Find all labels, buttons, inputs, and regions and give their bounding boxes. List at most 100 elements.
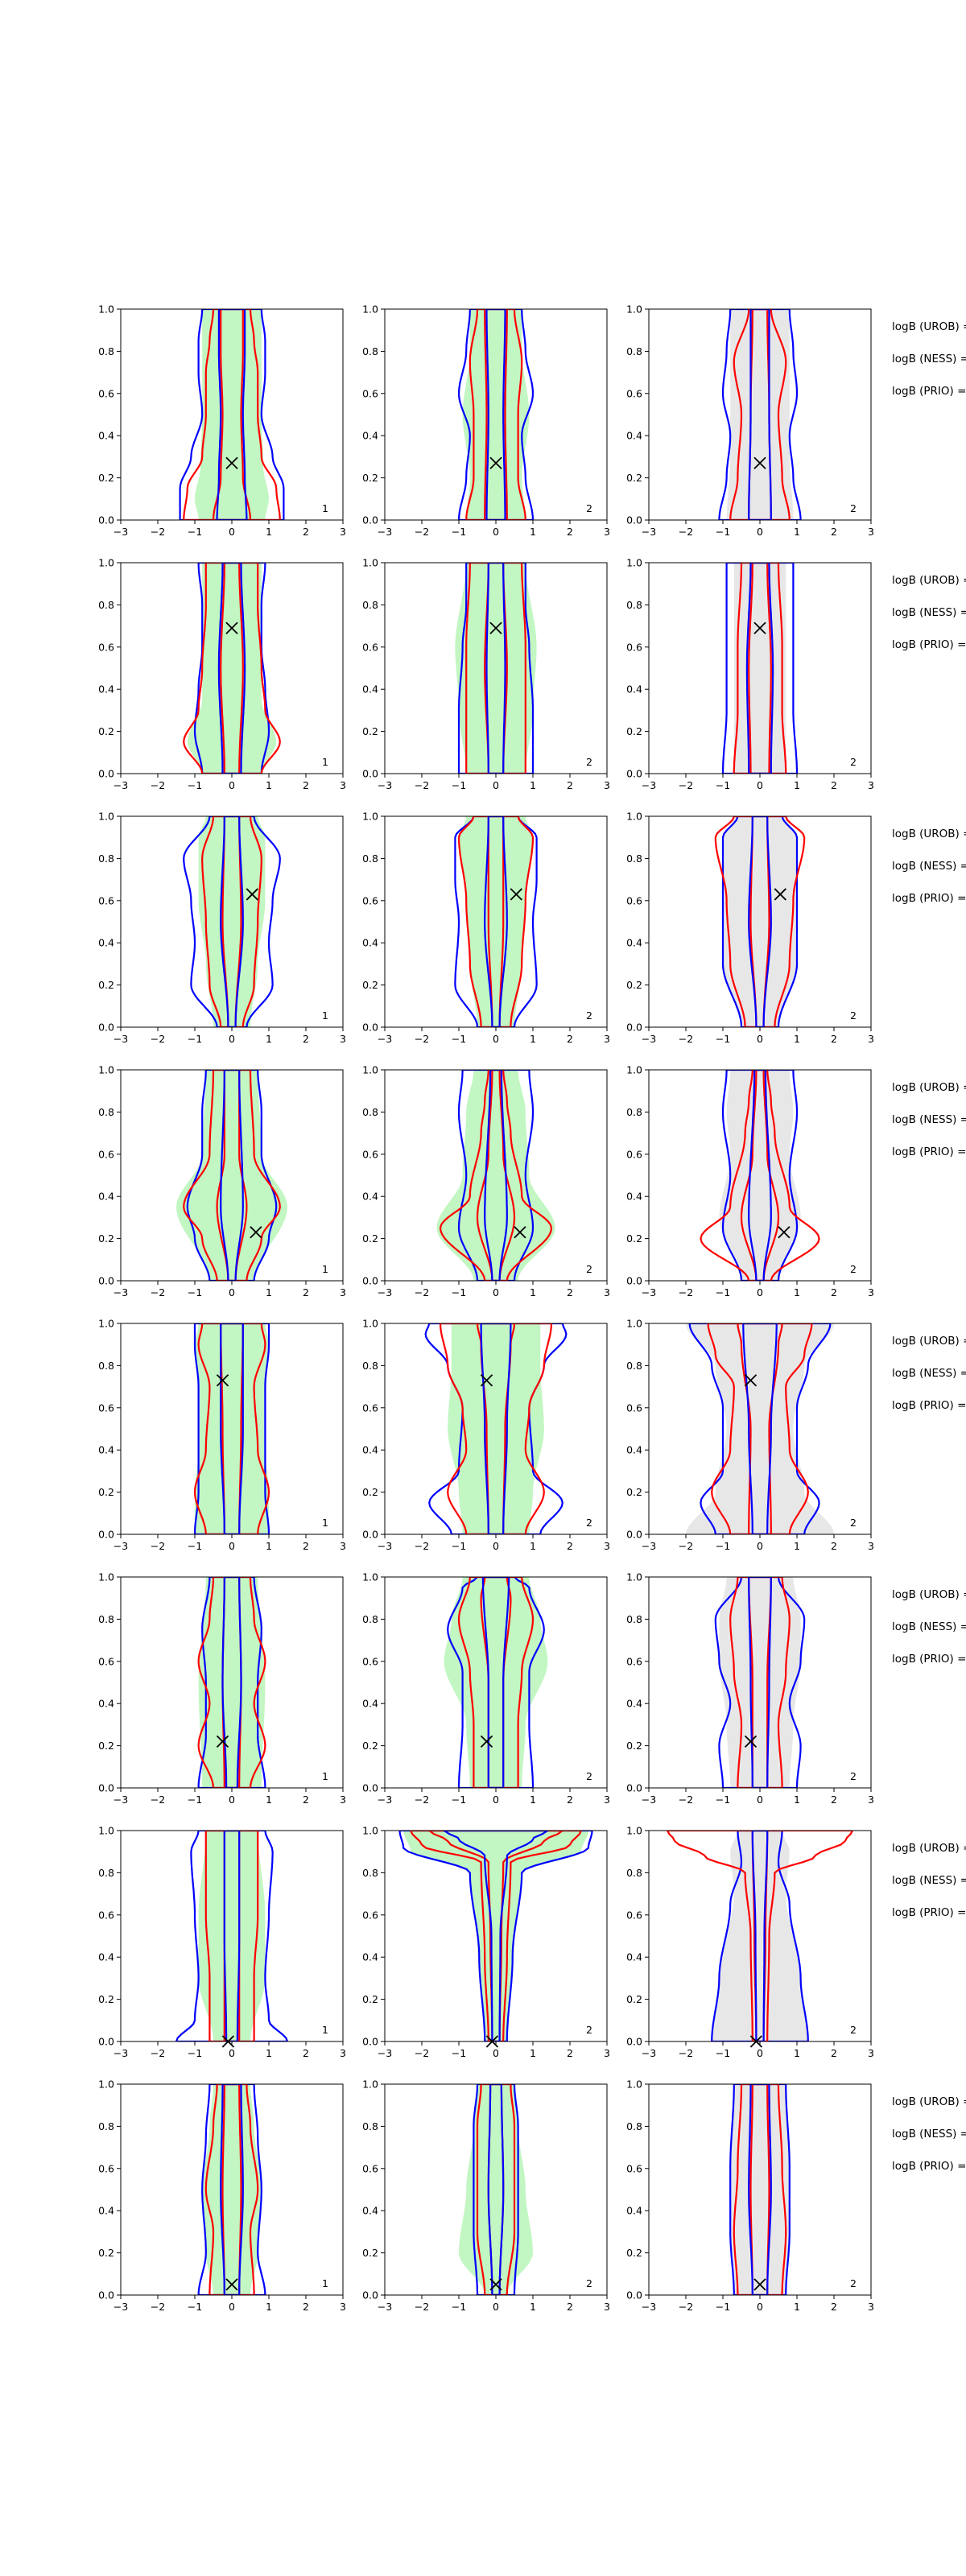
y-tick-label: 0.2 bbox=[626, 725, 642, 737]
y-tick-label: 0.4 bbox=[98, 1698, 114, 1710]
density-fill bbox=[198, 1831, 266, 2041]
x-tick-label: 2 bbox=[831, 1794, 837, 1806]
outer-red-contour bbox=[197, 1577, 266, 1788]
y-tick-label: 0.6 bbox=[362, 894, 378, 906]
x-tick-label: 1 bbox=[266, 1033, 272, 1045]
panel-r5-c2: −3 −2 −1 0 1 2 30.00.20.40.60.81.02 bbox=[362, 1318, 610, 1553]
x-tick-label: 0 bbox=[757, 1540, 763, 1552]
x-tick-label: −3 bbox=[378, 1794, 392, 1806]
panel-r1-c2: −3 −2 −1 0 1 2 30.00.20.40.60.81.02 bbox=[362, 303, 610, 539]
x-tick-label: 0 bbox=[757, 2301, 763, 2313]
x-tick-label: −2 bbox=[151, 2301, 165, 2313]
x-tick-label: −1 bbox=[716, 1540, 730, 1552]
density-fill bbox=[202, 2084, 262, 2295]
density-fill bbox=[198, 1577, 266, 1788]
x-tick-label: −1 bbox=[188, 2301, 202, 2313]
x-tick-label: 2 bbox=[303, 526, 309, 538]
x-tick-label: 1 bbox=[530, 1794, 536, 1806]
y-tick-label: 0.0 bbox=[98, 514, 114, 526]
outer-blue-contour bbox=[457, 1070, 535, 1281]
x-tick-label: 1 bbox=[266, 2301, 272, 2313]
truth-marker bbox=[753, 2278, 766, 2291]
x-tick-label: 3 bbox=[868, 1540, 874, 1552]
y-tick-label: 0.2 bbox=[362, 472, 378, 484]
density-fill bbox=[459, 816, 533, 1027]
x-tick-label: −3 bbox=[114, 526, 128, 538]
x-tick-label: 0 bbox=[757, 1286, 763, 1298]
x-tick-label: −2 bbox=[415, 1794, 429, 1806]
x-tick-label: 3 bbox=[340, 1286, 346, 1298]
x-tick-label: −3 bbox=[114, 1794, 128, 1806]
logb-annotation: logB (NESS) = bbox=[892, 606, 966, 619]
outer-red-contour bbox=[439, 1323, 553, 1534]
x-tick-label: −2 bbox=[679, 2301, 693, 2313]
panel-r1-c3: −3 −2 −1 0 1 2 30.00.20.40.60.81.02 bbox=[626, 303, 874, 539]
panel-r7-c3: −3 −2 −1 0 1 2 30.00.20.40.60.81.02 bbox=[626, 1825, 874, 2060]
x-tick-label: −3 bbox=[642, 1540, 656, 1552]
outer-red-contour bbox=[409, 1831, 583, 2041]
outer-red-contour bbox=[204, 1831, 259, 2041]
y-tick-label: 0.0 bbox=[626, 2036, 642, 2048]
x-tick-label: −2 bbox=[415, 1033, 429, 1045]
inner-red-contour bbox=[221, 2084, 242, 2295]
logb-annotation: logB (UROB) = bbox=[892, 2095, 966, 2108]
panel-r8-c2: −3 −2 −1 0 1 2 30.00.20.40.60.81.02 bbox=[362, 2079, 610, 2314]
inner-blue-contour bbox=[485, 563, 506, 774]
x-tick-label: −2 bbox=[679, 526, 693, 538]
y-tick-label: 0.6 bbox=[362, 1909, 378, 1921]
panel-r3-c3: −3 −2 −1 0 1 2 30.00.20.40.60.81.02 bbox=[626, 811, 874, 1046]
inner-blue-contour bbox=[742, 1323, 778, 1534]
x-tick-label: 2 bbox=[303, 1286, 309, 1298]
y-tick-label: 0.8 bbox=[626, 1360, 642, 1372]
x-tick-label: −2 bbox=[415, 1540, 429, 1552]
y-tick-label: 1.0 bbox=[626, 1571, 642, 1583]
x-tick-label: −2 bbox=[151, 1540, 165, 1552]
y-tick-label: 1.0 bbox=[626, 2079, 642, 2091]
x-tick-label: 0 bbox=[493, 2047, 499, 2059]
y-tick-label: 0.8 bbox=[98, 1360, 114, 1372]
x-tick-label: 1 bbox=[530, 2047, 536, 2059]
y-tick-label: 1.0 bbox=[626, 1064, 642, 1076]
truth-marker bbox=[225, 621, 238, 634]
logb-annotation: logB (NESS) = bbox=[892, 2128, 966, 2140]
y-tick-label: 0.8 bbox=[362, 1360, 378, 1372]
inner-red-contour bbox=[484, 563, 508, 774]
density-fill bbox=[448, 1323, 544, 1534]
inner-blue-contour bbox=[480, 1323, 512, 1534]
inner-red-contour bbox=[740, 1070, 780, 1281]
y-tick-label: 0.2 bbox=[362, 725, 378, 737]
x-tick-label: −2 bbox=[679, 1540, 693, 1552]
panel-label: 2 bbox=[586, 502, 592, 514]
y-tick-label: 0.2 bbox=[626, 1740, 642, 1752]
y-tick-label: 1.0 bbox=[362, 557, 378, 569]
outer-blue-contour bbox=[175, 1831, 289, 2041]
y-tick-label: 0.2 bbox=[362, 1740, 378, 1752]
x-tick-label: −1 bbox=[716, 779, 730, 791]
y-tick-label: 0.8 bbox=[626, 1106, 642, 1118]
density-fill bbox=[403, 1831, 588, 2041]
outer-blue-contour bbox=[398, 1831, 593, 2041]
y-tick-label: 0.4 bbox=[362, 937, 378, 949]
panel-label: 1 bbox=[322, 756, 328, 768]
truth-marker bbox=[510, 888, 522, 901]
truth-marker bbox=[216, 1735, 229, 1748]
x-tick-label: −1 bbox=[188, 1286, 202, 1298]
outer-red-contour bbox=[457, 1577, 535, 1788]
density-fill bbox=[436, 1070, 555, 1281]
logb-annotation: logB (NESS) = bbox=[892, 860, 966, 873]
outer-red-contour bbox=[183, 309, 281, 520]
y-tick-label: 0.4 bbox=[98, 430, 114, 442]
y-tick-label: 0.4 bbox=[626, 430, 642, 442]
y-tick-label: 0.0 bbox=[626, 1782, 642, 1794]
y-tick-label: 0.8 bbox=[626, 852, 642, 865]
outer-red-contour bbox=[465, 563, 526, 774]
x-tick-label: 1 bbox=[530, 526, 536, 538]
y-tick-label: 0.0 bbox=[362, 768, 378, 780]
y-tick-label: 0.4 bbox=[362, 1191, 378, 1203]
y-tick-label: 0.2 bbox=[626, 472, 642, 484]
y-tick-label: 0.2 bbox=[98, 1740, 114, 1752]
x-tick-label: 0 bbox=[493, 1794, 499, 1806]
x-tick-label: −2 bbox=[151, 2047, 165, 2059]
y-tick-label: 0.0 bbox=[98, 1275, 114, 1287]
y-tick-label: 0.0 bbox=[362, 1782, 378, 1794]
